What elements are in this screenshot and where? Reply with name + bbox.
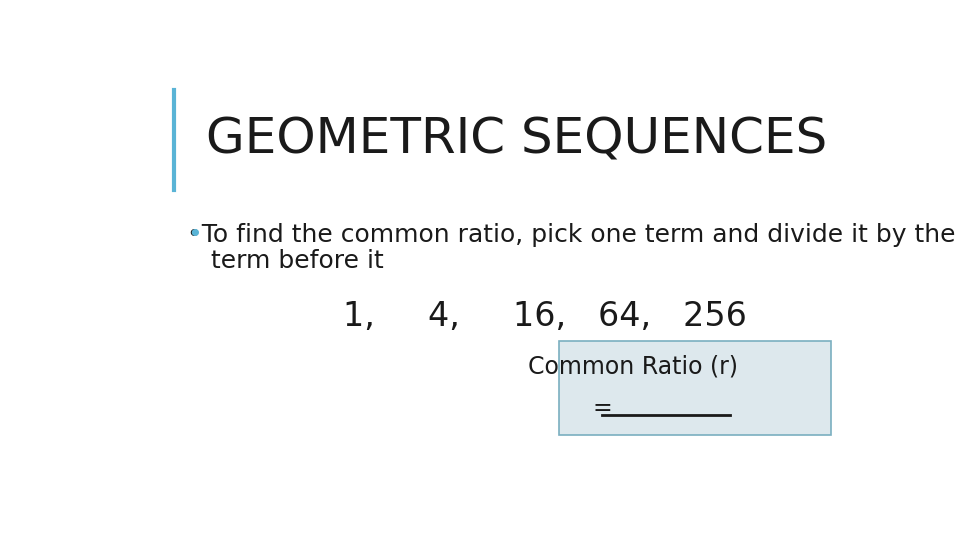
Text: GEOMETRIC SEQUENCES: GEOMETRIC SEQUENCES: [205, 116, 827, 164]
FancyBboxPatch shape: [559, 341, 830, 435]
Text: =: =: [592, 396, 612, 420]
Text: •To find the common ratio, pick one term and divide it by the: •To find the common ratio, pick one term…: [187, 223, 955, 247]
Text: term before it: term before it: [187, 249, 384, 273]
Text: 1,     4,     16,   64,   256: 1, 4, 16, 64, 256: [344, 300, 747, 333]
Text: Common Ratio (r): Common Ratio (r): [528, 354, 738, 378]
Text: •: •: [187, 223, 202, 247]
